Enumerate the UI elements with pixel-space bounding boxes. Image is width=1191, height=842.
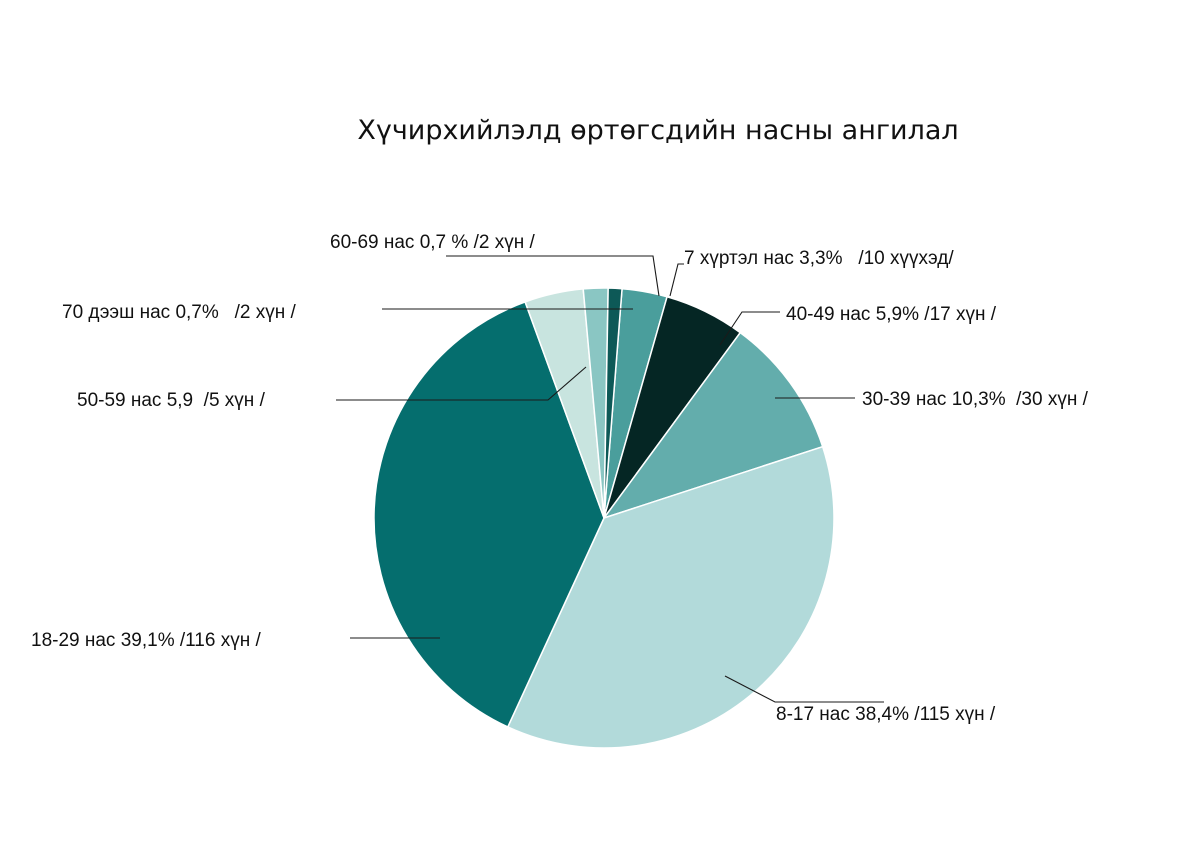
- leader-line: [446, 255, 660, 297]
- slice-label: 30-39 нас 10,3% /30 хүн /: [862, 389, 1089, 410]
- data-labels: 7 хүртэл нас 3,3% /10 хүүхэд/40-49 нас 5…: [31, 232, 1089, 725]
- pie-slice: [602, 331, 824, 520]
- leader-line: [724, 675, 884, 703]
- pie-slice: [506, 445, 835, 749]
- slice-label: 60-69 нас 0,7 % /2 хүн /: [330, 232, 535, 253]
- leader-lines: [336, 255, 884, 703]
- chart-title: Хүчирхийлэлд өртөгсдийн насны ангилал: [357, 115, 958, 146]
- slice-label: 50-59 нас 5,9 /5 хүн /: [77, 390, 266, 411]
- leader-line: [669, 263, 684, 297]
- leader-line: [719, 311, 780, 346]
- pie-slices: [373, 287, 835, 749]
- slice-label: 18-29 нас 39,1% /116 хүн /: [31, 630, 261, 651]
- slice-label: 7 хүртэл нас 3,3% /10 хүүхэд/: [684, 248, 954, 269]
- slice-label: 8-17 нас 38,4% /115 хүн /: [776, 704, 996, 725]
- leader-line: [336, 366, 587, 401]
- slice-label: 70 дээш нас 0,7% /2 хүн /: [62, 302, 297, 323]
- pie-slice: [603, 287, 623, 519]
- slice-label: 40-49 нас 5,9% /17 хүн /: [786, 304, 997, 325]
- pie-slice: [373, 300, 605, 728]
